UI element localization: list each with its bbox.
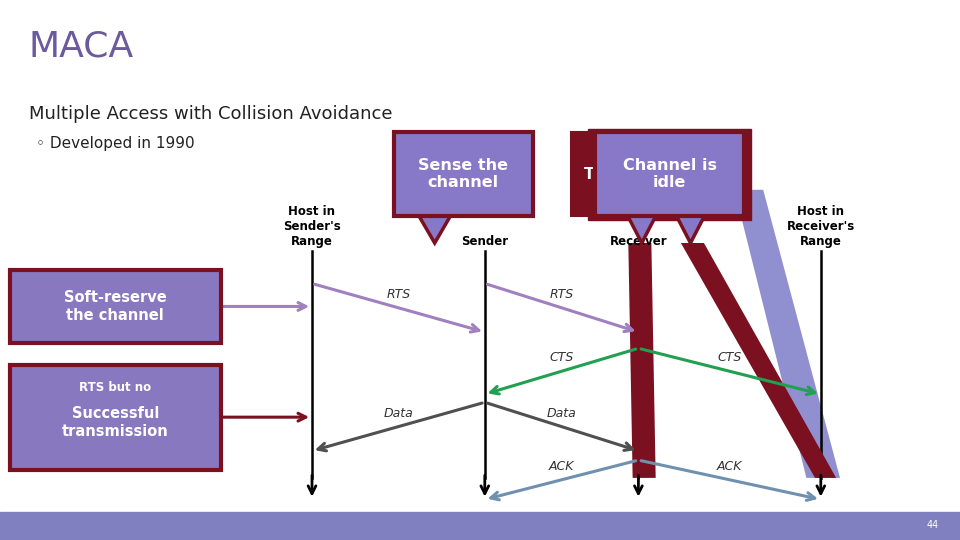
Text: Sense the
channel: Sense the channel (419, 158, 508, 190)
Text: 44: 44 (926, 520, 939, 530)
Text: Receiver: Receiver (610, 235, 667, 248)
FancyBboxPatch shape (571, 132, 617, 216)
Text: CTS: CTS (717, 351, 742, 364)
Text: CTS: CTS (549, 351, 574, 364)
Text: RTS: RTS (386, 288, 411, 301)
FancyBboxPatch shape (10, 364, 221, 470)
Polygon shape (675, 213, 706, 243)
Polygon shape (681, 243, 836, 478)
FancyBboxPatch shape (394, 132, 533, 216)
Text: ACK: ACK (717, 460, 742, 473)
Polygon shape (734, 190, 840, 478)
FancyBboxPatch shape (588, 129, 751, 220)
Text: RTS: RTS (549, 288, 574, 301)
Text: Sender: Sender (461, 235, 509, 248)
Text: Soft-reserve
the channel: Soft-reserve the channel (63, 291, 167, 322)
Text: ACK: ACK (549, 460, 574, 473)
Text: Data: Data (384, 407, 413, 420)
FancyBboxPatch shape (595, 132, 744, 216)
Text: Channel is
idle: Channel is idle (623, 158, 716, 190)
Text: Multiple Access with Collision Avoidance: Multiple Access with Collision Avoidance (29, 105, 393, 123)
Text: Data: Data (547, 407, 576, 420)
Text: Successful
transmission: Successful transmission (61, 406, 169, 438)
Polygon shape (626, 213, 657, 243)
Polygon shape (418, 213, 452, 243)
Text: Host in
Sender's
Range: Host in Sender's Range (283, 205, 341, 248)
Text: MACA: MACA (29, 30, 134, 64)
Text: Th: Th (584, 167, 605, 181)
FancyBboxPatch shape (10, 270, 221, 343)
Text: ◦ Developed in 1990: ◦ Developed in 1990 (36, 136, 195, 151)
Polygon shape (628, 243, 656, 478)
Text: RTS but no: RTS but no (79, 381, 152, 394)
Bar (0, 512, 960, 540)
Text: Host in
Receiver's
Range: Host in Receiver's Range (786, 205, 855, 248)
